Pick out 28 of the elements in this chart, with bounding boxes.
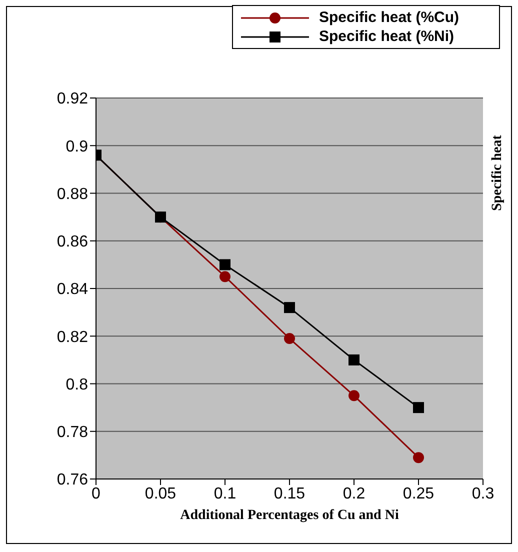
point — [348, 390, 360, 402]
y-tick-label: 0.84 — [56, 281, 88, 298]
y-tick-label: 0.86 — [56, 234, 88, 251]
y-axis-title: Specific heat — [490, 135, 506, 211]
y-tick-label: 0.8 — [66, 376, 88, 394]
y-tick-label: 0.82 — [56, 328, 88, 346]
point — [348, 354, 360, 366]
y-tick-label: 0.76 — [56, 472, 88, 489]
x-tick-label: 0.2 — [342, 485, 366, 502]
x-tick-label: 0.25 — [402, 485, 434, 502]
point — [413, 452, 424, 464]
y-tick-label: 0.92 — [56, 90, 88, 108]
x-tick-label: 0.3 — [472, 485, 494, 502]
x-tick-label: 0.05 — [144, 485, 176, 502]
point — [284, 302, 295, 314]
legend-label: Specific heat (%Cu) — [319, 9, 460, 26]
x-tick-label: 0.15 — [274, 485, 306, 502]
point — [220, 271, 230, 282]
legend-label: Specific heat (%Ni) — [319, 28, 454, 45]
x-axis-title: Additional Percentages of Cu and Ni — [180, 508, 399, 523]
point — [220, 259, 230, 270]
point — [413, 402, 424, 414]
y-tick-label: 0.78 — [56, 424, 88, 442]
x-tick-label: 0 — [92, 485, 101, 502]
y-tick-label: 0.9 — [66, 138, 88, 156]
x-tick-label: 0.1 — [214, 485, 236, 502]
point — [284, 333, 295, 344]
y-tick-label: 0.88 — [56, 186, 88, 203]
